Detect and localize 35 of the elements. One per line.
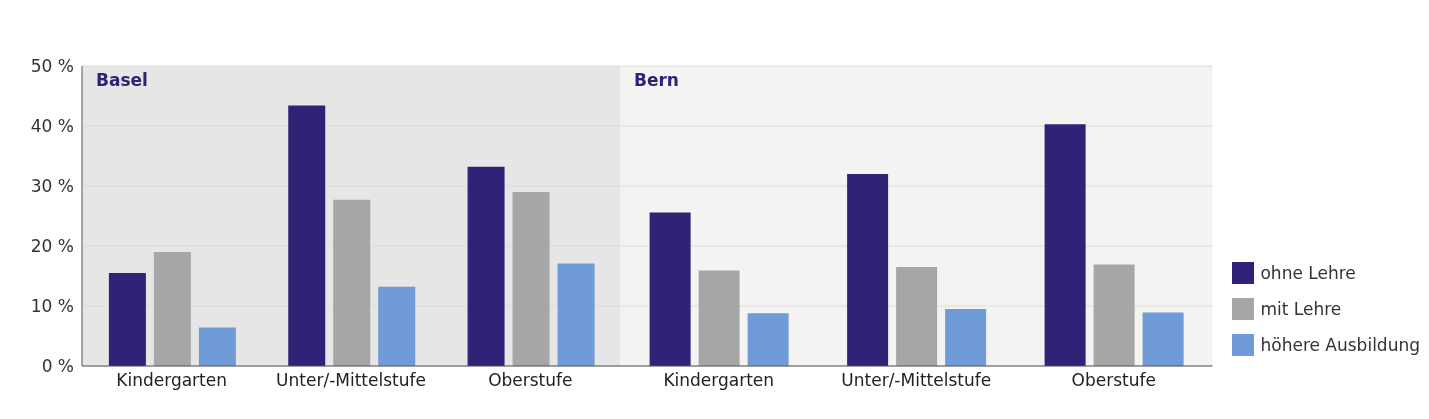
x-tick-label: Kindergarten <box>663 370 775 391</box>
bar <box>512 192 550 366</box>
y-tick-label: 50 % <box>30 56 74 77</box>
y-tick-label: 40 % <box>30 116 74 137</box>
bar <box>1044 124 1086 366</box>
bar <box>1142 312 1184 366</box>
bar <box>467 166 505 366</box>
bar <box>108 273 146 366</box>
chart-title: Bern <box>634 70 679 90</box>
bar <box>896 267 938 366</box>
bar <box>747 313 789 366</box>
x-tick-label: Unter/-Mittelstufe <box>276 370 426 391</box>
x-tick-label: Oberstufe <box>488 370 573 391</box>
bar <box>945 309 987 366</box>
legend-label: ohne Lehre <box>1260 262 1356 285</box>
bar <box>198 327 236 366</box>
x-tick-label: Kindergarten <box>116 370 228 391</box>
bar <box>288 105 326 366</box>
bar <box>333 199 371 366</box>
y-tick-label: 0 % <box>41 356 74 377</box>
bar <box>378 286 416 366</box>
bar <box>1093 264 1135 366</box>
bar <box>153 252 191 366</box>
bar <box>698 270 740 366</box>
legend-label: höhere Ausbildung <box>1260 334 1420 357</box>
bar <box>847 174 889 366</box>
y-tick-label: 10 % <box>30 296 74 317</box>
bar <box>557 263 595 366</box>
y-tick-label: 20 % <box>30 236 74 257</box>
bar <box>649 212 691 366</box>
y-tick-label: 30 % <box>30 176 74 197</box>
chart-title: Basel <box>96 70 148 90</box>
x-tick-label: Unter/-Mittelstufe <box>841 370 992 391</box>
legend-label: mit Lehre <box>1260 298 1342 321</box>
x-tick-label: Oberstufe <box>1071 370 1156 391</box>
